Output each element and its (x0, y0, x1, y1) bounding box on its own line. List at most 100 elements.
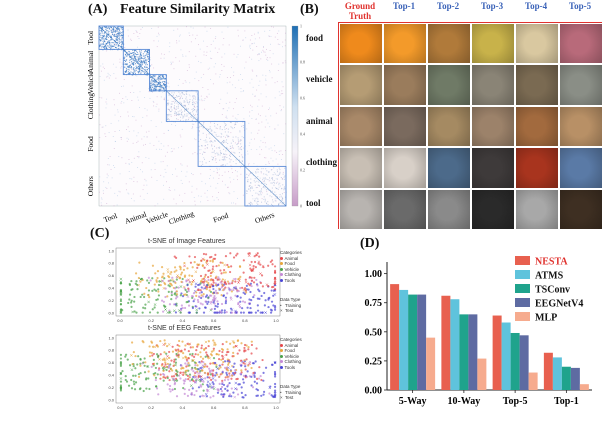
legend-categories-title: Categories (280, 337, 302, 342)
tsne-y-tick: 1.0 (108, 335, 114, 340)
legend-swatch-atms (515, 270, 530, 279)
thumbnail-jeans (559, 147, 603, 189)
tsne-image-title: t-SNE of Image Features (148, 238, 226, 245)
tsne-eeg-plot: 1.0 0.8 0.6 0.4 0.2 0.00.0 0.2 0.4 0.6 0.8 1.0 (108, 334, 281, 410)
thumbnail-orange-slice (383, 23, 427, 65)
x-tick-label: 5-Way (399, 396, 427, 407)
legend-category-tools: Tools (280, 278, 304, 284)
tsne-x-tick: 0.8 (242, 318, 248, 323)
x-tick-label: 10-Way (447, 396, 480, 407)
retrieval-row-labels: food vehicle animal clothing tool (306, 24, 338, 229)
tsne-image-plot: 1.0 0.8 0.6 0.4 0.2 0.00.0 0.2 0.4 0.6 0.8 1.0 (108, 247, 281, 323)
legend-type-training: • Training (280, 389, 302, 395)
tsne-x-tick: 0.0 (117, 405, 123, 410)
tsne-x-tick: 0.6 (211, 405, 217, 410)
legend-swatch-eegnetv4 (515, 298, 530, 307)
tsne-y-tick: 0.2 (108, 385, 114, 390)
legend-swatch-nesta (515, 256, 530, 265)
tsne-y-tick: 0.4 (108, 286, 114, 291)
thumbnail-garlic (515, 23, 559, 65)
tsne-x-tick: 0.4 (180, 318, 186, 323)
bar-mlp-top-1 (579, 384, 589, 390)
bar-eegnetv4-top-1 (570, 367, 580, 390)
tsne-x-tick: 0.4 (180, 405, 186, 410)
category-block (122, 48, 150, 76)
tsne-x-tick: 0.0 (117, 318, 123, 323)
matrix-y-label: Others (86, 176, 95, 196)
thumbnail-scooter (339, 64, 383, 106)
row-label-vehicle: vehicle (306, 74, 333, 85)
tsne-y-tick: 0.8 (108, 261, 114, 266)
tsne-y-tick: 0.2 (108, 298, 114, 303)
legend-category-animal: Animal (280, 343, 304, 349)
thumbnail-bottle-opener (559, 188, 603, 230)
matrix-blocks (98, 25, 287, 207)
bar-marks (390, 284, 589, 390)
retrieval-column-headers: Ground Truth Top-1 Top-2 Top-3 Top-4 Top-5 (338, 1, 602, 22)
tsne-eeg-legend: Categories Animal Food Vehicle Clothing Tool… (280, 337, 304, 401)
matrix-y-label: Vehicle (86, 71, 95, 94)
thumbnail-cat (339, 105, 383, 148)
tsne-points (119, 252, 277, 314)
accuracy-bar-chart: 0.00 0.25 0.50 0.75 1.00 5-Way 10-Way Top-5 Top-… (365, 256, 592, 407)
y-tick-label: 0.00 (365, 386, 383, 397)
row-label-food: food (306, 32, 324, 43)
thumbnail-onion (559, 23, 603, 65)
row-label-tool: tool (306, 198, 321, 209)
column-header-top-3: Top-3 (480, 1, 504, 11)
matrix-y-label: Tool (86, 31, 95, 45)
legend-category-vehicle: Vehicle (280, 267, 304, 273)
thumbnail-shirt-2 (427, 147, 471, 189)
matrix-x-label: Food (212, 211, 230, 225)
legend-categories-title: Categories (280, 250, 302, 255)
colorbar-gradient (291, 25, 299, 207)
tsne-y-tick: 0.0 (108, 397, 114, 402)
matrix-x-label: Tool (102, 211, 118, 224)
column-header-top-5: Top-5 (568, 1, 592, 11)
thumbnail-tool-dark (471, 188, 515, 230)
colorbar-tick: 0.4 (300, 132, 305, 137)
legend-type-test: × Test (280, 308, 294, 313)
x-tick-label: Top-5 (503, 396, 528, 407)
thumbnail-deer (559, 105, 603, 148)
legend-type-test: × Test (280, 395, 294, 400)
legend-category-food: Food (280, 261, 304, 267)
bar-mlp-top-5 (528, 372, 538, 390)
colorbar-tick: 0 (300, 204, 302, 209)
thumbnail-spoon (339, 188, 383, 230)
column-header-top-2: Top-2 (436, 1, 460, 11)
category-block (98, 25, 124, 50)
colorbar-tick: 1 (300, 24, 302, 29)
thumbnail-shirt (339, 147, 383, 189)
legend-category-clothing: Clothing (280, 272, 304, 278)
bar-nesta-top-5 (492, 315, 502, 390)
bar-nesta-top-1 (543, 352, 553, 390)
tsne-x-tick: 1.0 (273, 405, 279, 410)
thumbnail-cart (515, 64, 559, 106)
thumbnail-hoodie (383, 147, 427, 189)
row-label-clothing: clothing (306, 156, 338, 167)
legend-label-mlp: MLP (535, 313, 557, 324)
thumbnail-pheasant (515, 105, 559, 148)
legend-type-training: • Training (280, 302, 302, 308)
legend-category-clothing: Clothing (280, 359, 304, 365)
bar-eegnetv4-10-way (468, 314, 478, 390)
legend-category-food: Food (280, 348, 304, 354)
tsne-eeg-title: t-SNE of EEG Features (148, 325, 221, 332)
bar-mlp-10-way (477, 358, 487, 390)
tsne-y-tick: 0.6 (108, 360, 114, 365)
legend-label-atms: ATMS (535, 271, 564, 282)
y-tick-label: 0.75 (365, 298, 383, 309)
bar-tsconv-5-way (408, 294, 418, 390)
tsne-x-tick: 0.2 (148, 318, 154, 323)
legend-swatch-mlp (515, 312, 530, 321)
retrieval-grid (338, 22, 603, 230)
legend-category-vehicle: Vehicle (280, 354, 304, 360)
bar-atms-top-1 (552, 357, 562, 390)
bar-tsconv-10-way (459, 314, 469, 390)
thumbnail-fork (515, 188, 559, 230)
y-tick-label: 0.25 (365, 356, 383, 367)
tsne-axes-frame (115, 247, 281, 317)
